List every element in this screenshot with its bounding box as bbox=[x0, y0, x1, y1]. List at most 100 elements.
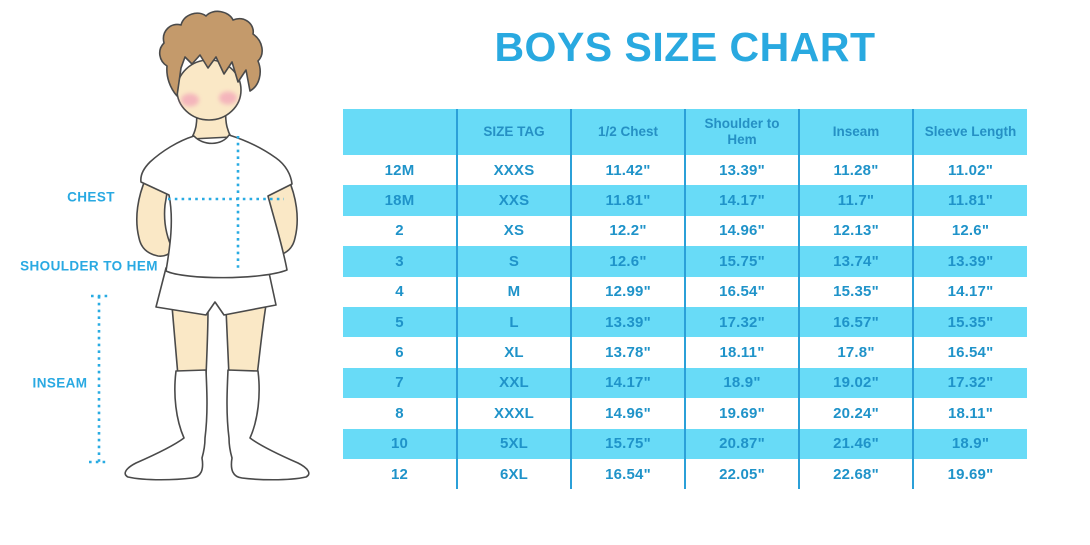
table-cell: 15.35" bbox=[798, 276, 913, 307]
table-row: 2 XS 12.2" 14.96" 12.13" 12.6" bbox=[343, 215, 1027, 247]
page-title: BOYS SIZE CHART bbox=[494, 24, 876, 70]
table-row: 5 L 13.39" 17.32" 16.57" 15.35" bbox=[343, 306, 1027, 338]
chest-label: CHEST bbox=[67, 189, 115, 205]
boy-arm-left bbox=[136, 177, 174, 257]
table-cell: 18M bbox=[343, 185, 457, 216]
table-cell: 17.32" bbox=[684, 306, 799, 338]
inseam-measure-line bbox=[89, 294, 109, 464]
table-cell: 11.81" bbox=[570, 185, 685, 216]
table-cell: 13.74" bbox=[798, 246, 913, 277]
table-cell: 14.17" bbox=[684, 185, 799, 216]
table-cell: 19.69" bbox=[912, 458, 1027, 490]
table-cell: 20.87" bbox=[684, 428, 799, 459]
table-cell: 14.96" bbox=[684, 215, 799, 247]
table-cell: 5 bbox=[343, 306, 457, 338]
col-header-half-chest: 1/2 Chest bbox=[570, 109, 685, 155]
table-cell: 13.39" bbox=[684, 155, 799, 186]
boy-face bbox=[176, 59, 242, 121]
table-cell: 12.13" bbox=[798, 215, 913, 247]
table-cell: 12 bbox=[390, 465, 409, 483]
table-cell: 13.78" bbox=[570, 337, 685, 368]
table-row: 12M XXXS 11.42" 13.39" 11.28" 11.02" bbox=[343, 155, 1027, 186]
table-cell: 2 bbox=[395, 222, 404, 240]
table-cell: 11.7" bbox=[798, 185, 913, 216]
table-cell: 11.28" bbox=[798, 155, 913, 186]
table-cell: 18.9" bbox=[684, 367, 799, 399]
table-cell: 14.17" bbox=[912, 276, 1027, 307]
boy-sock-left bbox=[124, 369, 208, 481]
boy-hair bbox=[158, 10, 263, 97]
table-cell: XXXL bbox=[456, 398, 571, 429]
table-cell: 11.02" bbox=[912, 155, 1027, 186]
size-table: SIZE TAG 1/2 Chest Shoulder to Hem Insea… bbox=[343, 109, 1027, 490]
size-table-body: 12M XXXS 11.42" 13.39" 11.28" 11.02" 18M… bbox=[343, 155, 1027, 490]
table-cell: 14.96" bbox=[570, 398, 685, 429]
table-cell: 11.42" bbox=[570, 155, 685, 186]
table-cell: 3 bbox=[343, 246, 457, 277]
table-cell: 22.68" bbox=[798, 458, 913, 490]
col-header-sleeve-length: Sleeve Length bbox=[912, 109, 1027, 155]
table-cell: 4 bbox=[395, 283, 404, 301]
table-cell: XXL bbox=[456, 367, 571, 399]
table-cell: 13.39" bbox=[570, 306, 685, 338]
table-cell: 18.11" bbox=[912, 398, 1027, 429]
table-cell: 15.35" bbox=[912, 306, 1027, 338]
table-cell: 21.46" bbox=[798, 428, 913, 459]
table-cell: 12M bbox=[384, 161, 415, 179]
table-cell: 16.54" bbox=[570, 458, 685, 490]
table-cell: XS bbox=[456, 215, 571, 247]
table-cell: 10 bbox=[343, 428, 457, 459]
table-cell: 16.54" bbox=[912, 337, 1027, 368]
table-cell: 19.02" bbox=[798, 367, 913, 399]
table-cell: 17.32" bbox=[912, 367, 1027, 399]
table-cell: XXXS bbox=[456, 155, 571, 186]
table-cell: 20.24" bbox=[798, 398, 913, 429]
table-cell: 15.75" bbox=[570, 428, 685, 459]
table-cell: 12.2" bbox=[570, 215, 685, 247]
col-header-inseam: Inseam bbox=[798, 109, 913, 155]
col-header-shoulder-to-hem: Shoulder to Hem bbox=[684, 109, 799, 155]
boy-leg-right bbox=[225, 304, 267, 377]
table-cell: 11.81" bbox=[912, 185, 1027, 216]
table-cell: 18.9" bbox=[912, 428, 1027, 459]
table-cell: XXS bbox=[456, 185, 571, 216]
table-row: 6 XL 13.78" 18.11" 17.8" 16.54" bbox=[343, 337, 1027, 368]
table-cell: 16.54" bbox=[684, 276, 799, 307]
boy-blush-right bbox=[219, 91, 237, 105]
table-cell: 12.6" bbox=[570, 246, 685, 277]
table-cell: 12.6" bbox=[912, 215, 1027, 247]
table-row: 3 S 12.6" 15.75" 13.74" 13.39" bbox=[343, 246, 1027, 277]
table-cell: 18.11" bbox=[684, 337, 799, 368]
table-cell: 16.57" bbox=[798, 306, 913, 338]
boy-illustration bbox=[89, 10, 310, 481]
table-cell: 19.69" bbox=[684, 398, 799, 429]
table-cell: 15.75" bbox=[684, 246, 799, 277]
table-cell: 12.99" bbox=[570, 276, 685, 307]
table-cell: M bbox=[456, 276, 571, 307]
table-row: 8 XXXL 14.96" 19.69" 20.24" 18.11" bbox=[343, 398, 1027, 429]
shoulder-to-hem-label: SHOULDER TO HEM bbox=[20, 258, 158, 274]
col-header-size bbox=[343, 109, 457, 155]
table-row: 12 6XL 16.54" 22.05" 22.68" 19.69" bbox=[343, 458, 1027, 490]
table-cell: 14.17" bbox=[570, 367, 685, 399]
table-row: 18M XXS 11.81" 14.17" 11.7" 11.81" bbox=[343, 185, 1027, 216]
boy-shirt bbox=[140, 134, 293, 279]
table-cell: 13.39" bbox=[912, 246, 1027, 277]
table-cell: 8 bbox=[395, 404, 404, 422]
table-cell: 6 bbox=[395, 344, 404, 362]
boy-blush-left bbox=[181, 93, 199, 107]
boy-sock-right bbox=[226, 369, 310, 481]
table-cell: 6XL bbox=[456, 458, 571, 490]
header-row: SIZE TAG 1/2 Chest Shoulder to Hem Insea… bbox=[343, 109, 1027, 155]
table-cell: 22.05" bbox=[684, 458, 799, 490]
col-header-size-tag: SIZE TAG bbox=[456, 109, 571, 155]
table-cell: 7 bbox=[343, 367, 457, 399]
table-cell: 5XL bbox=[456, 428, 571, 459]
table-cell: 17.8" bbox=[798, 337, 913, 368]
measurement-diagram: CHEST SHOULDER TO HEM INSEAM bbox=[0, 0, 340, 545]
inseam-label: INSEAM bbox=[32, 375, 88, 391]
table-cell: S bbox=[456, 246, 571, 277]
table-cell: L bbox=[456, 306, 571, 338]
table-cell: XL bbox=[456, 337, 571, 368]
